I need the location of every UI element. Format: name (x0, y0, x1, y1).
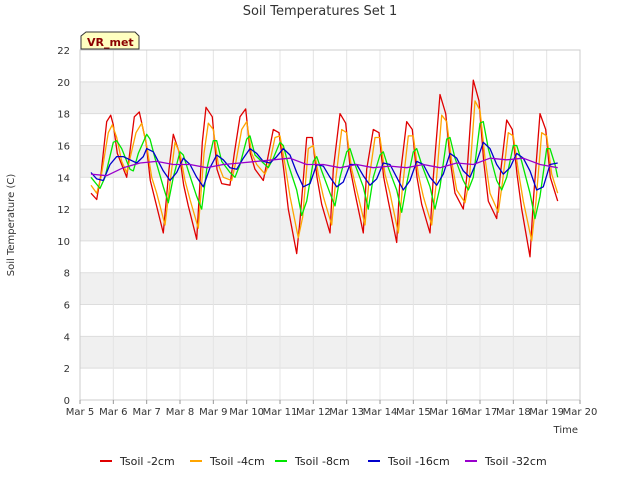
y-tick-label: 16 (57, 141, 70, 152)
y-tick-label: 14 (57, 173, 70, 184)
y-axis-ticks: 0 2 4 6 8 10 12 14 16 18 20 22 (57, 46, 70, 407)
x-tick-label: Mar 18 (496, 407, 531, 418)
series-line (90, 79, 559, 258)
x-tick-label: Mar 7 (132, 407, 160, 418)
y-tick-label: 0 (64, 396, 70, 407)
y-tick-label: 18 (57, 110, 70, 121)
y-tick-label: 12 (57, 205, 70, 216)
series-line (90, 157, 558, 177)
badge-label: VR_met (87, 36, 134, 49)
x-tick-label: Mar 14 (363, 407, 398, 418)
x-tick-label: Mar 16 (429, 407, 464, 418)
y-tick-label: 2 (64, 364, 70, 375)
y-tick-label: 4 (64, 332, 70, 343)
x-tick-label: Mar 5 (66, 407, 94, 418)
y-tick-label: 20 (57, 78, 70, 89)
series-line (90, 141, 558, 191)
plot-frame (79, 49, 581, 401)
legend: Tsoil -2cm Tsoil -4cm Tsoil -8cm Tsoil -16c… (100, 455, 547, 468)
legend-item-label: Tsoil -8cm (294, 455, 350, 468)
background-band (80, 50, 580, 82)
y-tick-label: 22 (57, 46, 70, 57)
x-tick-label: Mar 17 (463, 407, 498, 418)
background-band (80, 240, 580, 273)
y-tick-label: 10 (57, 237, 70, 248)
series-lines (90, 79, 559, 258)
x-tick-label: Mar 12 (296, 407, 331, 418)
x-tick-label: Mar 8 (166, 407, 194, 418)
chart-title: Soil Temperatures Set 1 (243, 4, 398, 19)
x-tick-label: Mar 19 (529, 407, 564, 418)
x-tick-label: Mar 10 (229, 407, 264, 418)
background-band (80, 81, 580, 114)
y-tick-label: 8 (64, 269, 70, 280)
legend-item-label: Tsoil -16cm (387, 455, 450, 468)
x-tick-label: Mar 6 (99, 407, 127, 418)
background-band (80, 368, 580, 400)
y-axis-label: Soil Temperature (C) (6, 174, 17, 277)
y-tick-label: 6 (64, 301, 70, 312)
badge-shape (80, 31, 140, 50)
station-badge: VR_met (80, 31, 140, 50)
x-tick-label: Mar 11 (263, 407, 298, 418)
x-tick-label: Mar 9 (199, 407, 227, 418)
background-band (80, 272, 580, 305)
x-tick-label: Mar 13 (329, 407, 364, 418)
background-band (80, 336, 580, 369)
x-tick-label: Mar 20 (563, 407, 598, 418)
legend-item-label: Tsoil -2cm (119, 455, 175, 468)
x-axis-label: Time (553, 425, 578, 436)
series-line (90, 100, 559, 242)
legend-item-label: Tsoil -32cm (484, 455, 547, 468)
background-bands (80, 50, 580, 400)
plot-area (79, 49, 581, 401)
x-tick-label: Mar 15 (396, 407, 431, 418)
legend-item-label: Tsoil -4cm (209, 455, 265, 468)
background-band (80, 304, 580, 337)
background-band (80, 113, 580, 146)
